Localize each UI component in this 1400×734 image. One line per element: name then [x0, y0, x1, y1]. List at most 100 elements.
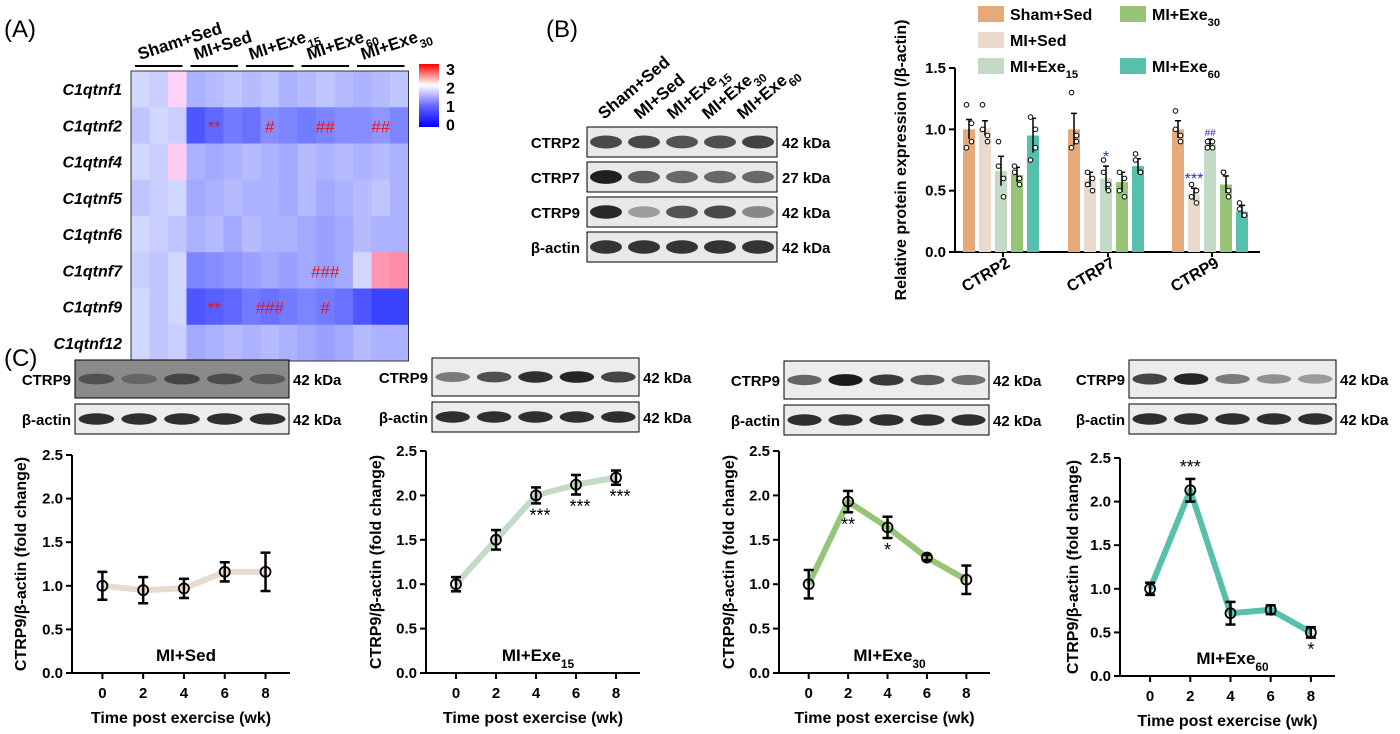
data-point: [881, 521, 894, 534]
subpanel-title: MI+Sed: [156, 646, 216, 665]
legend-swatch: [978, 32, 1004, 48]
data-point: [963, 102, 970, 108]
x-tick-label: 4: [180, 685, 189, 702]
blot-protein-label: CTRP9: [22, 372, 71, 389]
blot-kda-label: 42 kDa: [782, 135, 831, 152]
x-axis-label: Time post exercise (wk): [1137, 713, 1317, 730]
heatmap-cell: [168, 71, 187, 108]
blot-band: [666, 170, 698, 184]
subpanel-title: MI+Exe30: [853, 646, 926, 671]
data-point: [1264, 603, 1277, 616]
y-tick-label: 1.0: [396, 576, 417, 593]
blot-band: [1298, 374, 1333, 384]
heatmap-cell: [223, 179, 243, 217]
x-tick-label: 0: [98, 685, 106, 702]
heatmap-cells: [130, 70, 409, 362]
blot-band: [742, 206, 774, 218]
x-tick-label: 0: [452, 685, 460, 702]
significance-marker: ***: [1185, 171, 1204, 188]
data-point: [1188, 194, 1195, 200]
legend-label-sub: 15: [1066, 69, 1078, 81]
heatmap-cell: [353, 179, 372, 217]
heatmap-cell: [223, 288, 243, 326]
blot-band: [249, 413, 286, 425]
blot-protein-label: β-actin: [379, 410, 428, 427]
blot-band: [1256, 413, 1292, 425]
blot-band: [1173, 373, 1209, 385]
significance-marker: #: [265, 117, 275, 136]
blot-band: [628, 170, 660, 184]
colorbar-tick-label: 1: [446, 99, 455, 116]
heatmap-cell: [316, 143, 335, 181]
heatmap-cell: [279, 71, 298, 108]
x-tick-label: 6: [923, 685, 931, 702]
heatmap-cell: [353, 216, 372, 253]
blot-band: [628, 206, 660, 218]
category-label: CTRP7: [1064, 255, 1118, 296]
bar: [1084, 179, 1096, 252]
heatmap-row-label: C1qtnf7: [62, 263, 123, 280]
heatmap-row-labels: C1qtnf1 C1qtnf2 C1qtnf4 C1qtnf5 C1qtnf6 C1qtn…: [54, 82, 124, 353]
heatmap-cell: [149, 288, 169, 326]
heatmap-cell: [371, 71, 391, 108]
heatmap-cell: [334, 252, 354, 289]
bar: [1027, 135, 1039, 252]
legend-label-sub: 60: [1208, 69, 1220, 81]
x-axis-label: Time post exercise (wk): [794, 710, 974, 727]
y-tick-label: 0.5: [396, 621, 417, 638]
data-point: [1068, 89, 1075, 96]
heatmap-cell: [297, 252, 317, 289]
heatmap-cell: [186, 288, 206, 326]
data-point: [1225, 187, 1232, 194]
x-tick-label: 4: [1226, 688, 1235, 705]
data-point: [921, 551, 933, 564]
legend-label-base: MI+Exe: [1010, 59, 1066, 76]
colorbar-tick-label: 0: [446, 118, 455, 135]
bar: [1116, 182, 1128, 252]
x-tick-label: 2: [492, 685, 500, 702]
blot-protein-label: CTRP9: [531, 205, 580, 222]
heatmap-group-label-base: MI+Exe: [358, 27, 420, 63]
blot-band: [590, 170, 622, 184]
legend-label: Sham+Sed: [1010, 7, 1092, 24]
data-point: [968, 138, 975, 145]
heatmap-cell: [223, 107, 243, 144]
time-course-subpanel: CTRP9 42 kDa β-actin 42 kDa 0.0 0.5 1.0 1.5 2.0 2…: [721, 360, 1042, 727]
y-axis-label: CTRP9/β-actin (fold change): [13, 457, 30, 671]
blot-band: [249, 373, 286, 385]
heatmap-cell: [242, 288, 261, 326]
data-point: [1137, 169, 1144, 176]
heatmap-cell: [297, 143, 317, 181]
heatmap-cell: [353, 252, 372, 289]
blot-band: [518, 411, 553, 423]
data-point: [1121, 175, 1128, 182]
legend-swatch: [978, 6, 1004, 22]
bar-chart-b: 0.0 0.5 1.0 1.5 Relative protein expression …: [893, 6, 1260, 300]
heatmap-cell: [353, 143, 372, 181]
data-point: [1116, 187, 1123, 194]
heatmap-cell: [279, 216, 298, 253]
blot-band: [951, 374, 986, 386]
heatmap-cell: [260, 107, 280, 144]
x-tick-label: 4: [532, 685, 541, 702]
data-point: [1132, 157, 1139, 163]
significance-marker: ***: [569, 497, 590, 517]
heatmap-cell: [205, 71, 224, 108]
y-tick-label: 1.5: [1090, 537, 1111, 554]
x-axis-label: Time post exercise (wk): [443, 710, 623, 727]
blot-band: [1298, 413, 1333, 425]
heatmap-cell: [390, 179, 409, 217]
y-tick-label: 1.5: [396, 532, 417, 549]
blot-band: [590, 205, 622, 219]
data-point: [178, 582, 190, 595]
time-course-subpanel: CTRP9 42 kDa β-actin 42 kDa 0.0 0.5 1.0 1.5 2.0 2…: [368, 357, 692, 727]
data-point: [1204, 144, 1211, 151]
data-point: [968, 120, 975, 126]
heatmap-cell: [149, 324, 169, 362]
y-tick-label: 0.5: [749, 621, 770, 638]
data-point: [1225, 194, 1232, 200]
x-tick-label: 8: [962, 685, 970, 702]
blot-band: [559, 371, 595, 383]
subpanel-title-base: MI+Exe: [502, 646, 561, 665]
